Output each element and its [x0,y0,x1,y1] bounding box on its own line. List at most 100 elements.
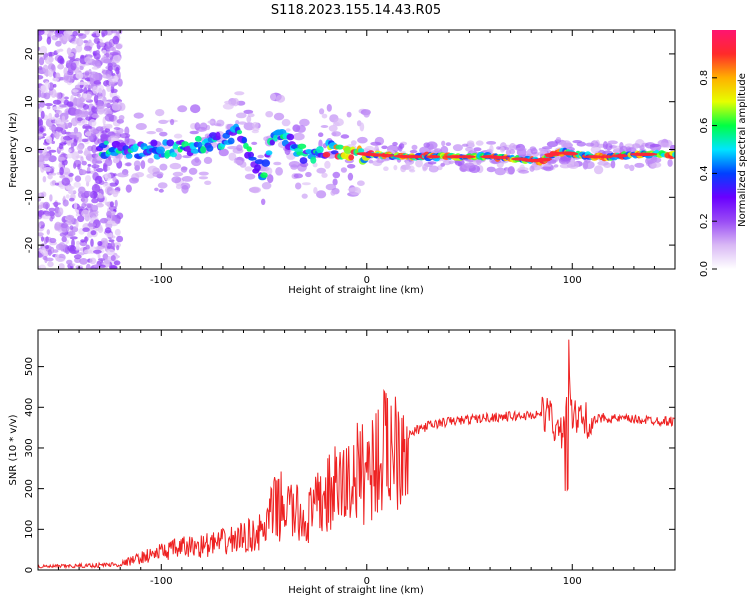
spectrogram-blob [154,187,159,192]
spectrogram-blob [109,190,120,195]
spectrogram-blob [93,80,102,85]
snr-ylabel: SNR (10 * v/v) [8,414,19,485]
spectrogram-blob [275,94,286,103]
spectrogram-blob [97,194,105,199]
spectrogram-blob [74,175,82,182]
spectrogram-blob [252,121,259,129]
spectrogram-blob [101,89,106,98]
spectrogram-blob [54,131,60,140]
spectrogram-blob [65,194,70,199]
spectrogram-blob [109,201,114,208]
spectrogram-blob [381,145,388,150]
spectrogram-blob [92,157,98,165]
y-tick-label: 400 [24,398,35,417]
x-tick-label: 100 [563,576,582,587]
spectrogram-blob [46,106,51,110]
spectrogram-blob [275,167,283,176]
spectrogram-blob [93,94,99,104]
snr-ticks: -100 0 100 0 100 200 300 400 500 [24,330,676,587]
spectrogram-blob [38,75,44,80]
spectrogram-blob [112,176,117,183]
spectrogram-blob [71,117,78,127]
spectrogram-blob [90,230,97,236]
spectrogram-blob [85,244,90,250]
spectrogram-ridge-point [316,146,324,154]
spectrogram-blob [93,264,100,268]
spectrogram-blob [133,160,141,168]
spectrogram-blob [77,117,83,122]
spectrogram-blob [295,182,302,190]
spectrogram-blob [115,43,123,50]
spectrogram-blob [173,133,183,139]
spectrogram-blob [98,87,102,94]
spectrogram-blob [321,113,328,119]
spectrogram-ridge-point [132,143,139,150]
spectrogram-blob [110,255,116,262]
spectrogram-blob [305,171,312,178]
spectrogram-blob [191,158,202,167]
spectrogram-heatmap [38,30,675,269]
spectrogram-blob [38,133,44,138]
spectrogram-blob [59,232,67,237]
spectrogram-peak [457,155,476,159]
spectrogram-blob [96,105,105,115]
spectrogram-blob [118,115,125,121]
spectrogram-blob [48,155,57,163]
colorbar-tick-label: 0.0 [699,261,710,277]
spectrogram-blob [89,71,98,75]
spectrogram-blob [101,49,107,55]
spectrogram-blob [509,143,517,151]
spectrogram-blob [99,42,105,47]
spectrogram-blob [135,172,145,178]
spectrogram-blob [97,253,101,259]
spectrogram-peak [370,153,388,157]
spectrogram-blob [400,165,407,173]
spectrogram-blob [72,30,78,37]
spectrogram-blob [669,144,675,152]
spectrogram-blob [357,180,365,186]
spectrogram-blob [634,162,645,168]
spectrogram-blob [38,155,44,163]
spectrogram-blob [204,180,212,185]
spectrogram-blob [87,223,97,227]
spectrogram-blob [316,167,327,174]
spectrogram-blob [83,45,92,52]
spectrogram-blob [44,56,53,65]
spectrogram-ridge-point [261,159,271,167]
spectrogram-blob [113,127,121,130]
spectrogram-blob [104,227,112,234]
spectrogram-blob [75,72,84,79]
spectrogram-blob [67,149,72,153]
spectrogram-ridge-point [672,151,675,158]
spectrogram-blob [116,235,124,243]
spectrogram-blob [98,258,105,262]
spectrogram-blob [198,176,209,180]
spectrogram-blob [475,140,484,146]
spectrogram-blob [301,182,311,186]
spectrogram-ridge-point [227,137,235,145]
spectrogram-blob [296,125,306,133]
spectrogram-blob [332,178,338,186]
spectrogram-blob [607,140,618,145]
y-tick-label: 200 [24,479,35,498]
spectrogram-ridge-point [269,139,275,146]
spectrogram-blob [494,167,506,176]
spectrogram-ridge-point [310,156,317,164]
x-tick-label: 100 [563,275,582,286]
spectrogram-blob [332,171,341,179]
spectrogram-ridge-point [170,152,178,158]
spectrogram-blob [235,112,247,119]
spectrogram-blob [169,162,182,170]
spectrogram-blob [441,140,446,147]
spectrogram-blob [52,99,62,105]
spectrogram-blob [189,130,199,135]
spectrogram-ridge-point [254,164,261,172]
spectrogram-blob [88,119,97,127]
spectrogram-blob [38,197,41,202]
spectrogram-blob [91,198,99,204]
spectrogram-blob [236,144,243,152]
spectrogram-blob [496,146,501,150]
spectrogram-blob [231,98,240,107]
spectrogram-blob [106,210,112,218]
